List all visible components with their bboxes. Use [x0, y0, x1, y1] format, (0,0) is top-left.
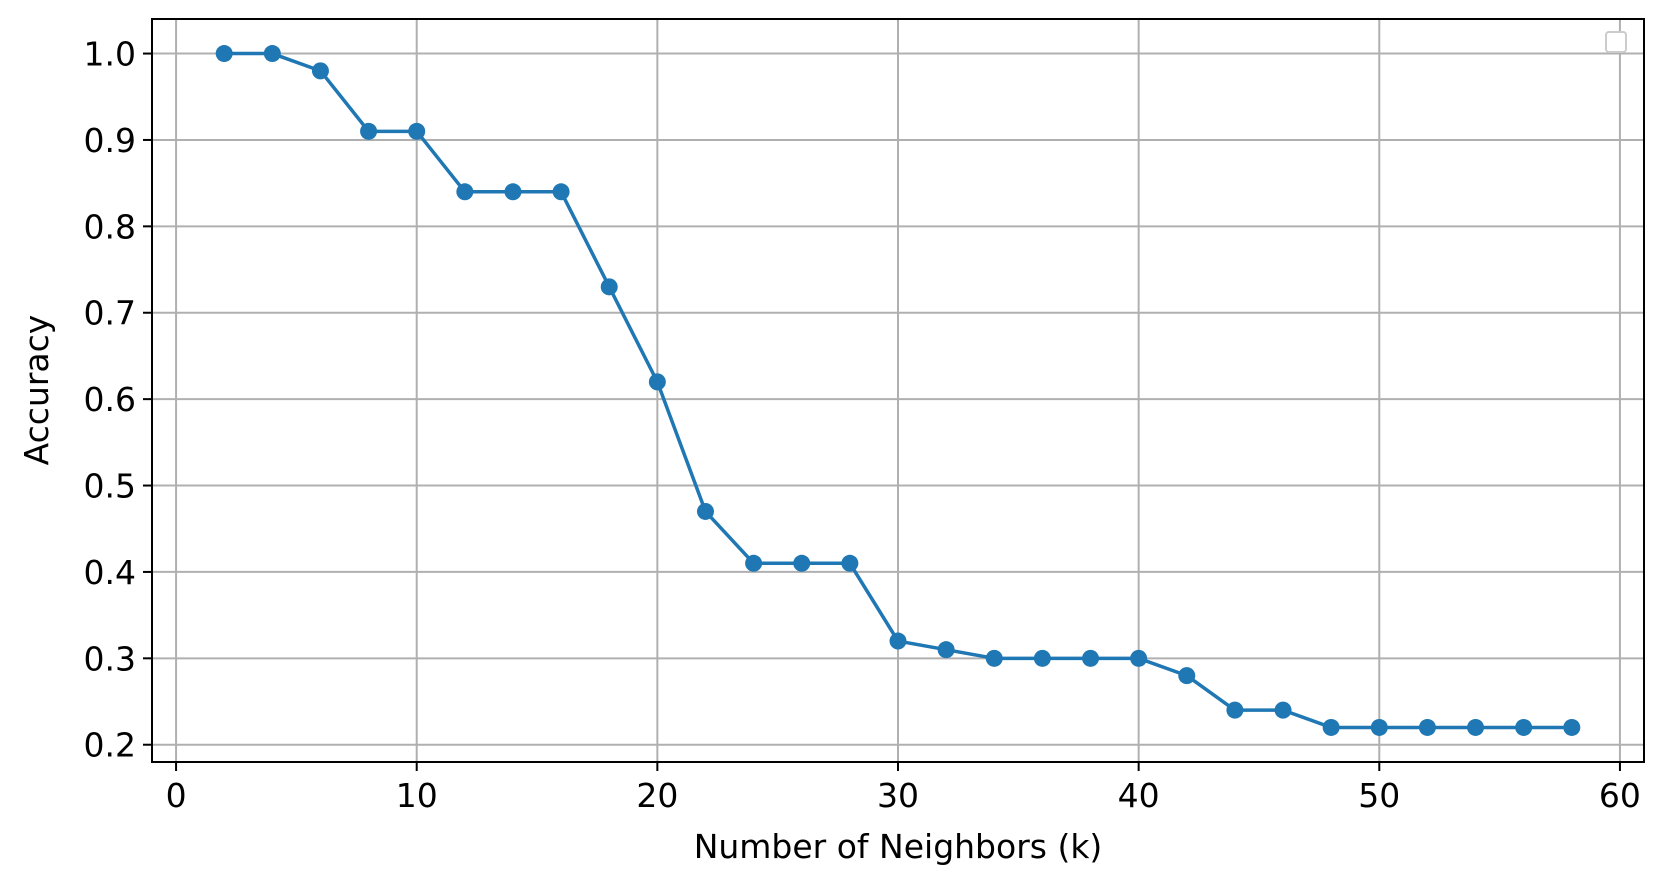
- y-tick-label: 0.7: [84, 294, 136, 333]
- data-point: [1130, 649, 1148, 667]
- y-tick-label: 0.9: [84, 121, 136, 160]
- data-point: [841, 554, 859, 572]
- data-point: [1322, 718, 1340, 736]
- data-point: [1033, 649, 1051, 667]
- data-point: [1515, 718, 1533, 736]
- data-point: [1274, 701, 1292, 719]
- legend-box: [1605, 31, 1627, 53]
- ticks: [143, 52, 1621, 771]
- data-point: [985, 649, 1003, 667]
- x-tick-label: 10: [396, 776, 438, 815]
- x-tick-label: 50: [1358, 776, 1400, 815]
- y-tick-label: 0.8: [84, 207, 136, 246]
- plot-frame: [151, 18, 1645, 763]
- x-tick-label: 20: [636, 776, 678, 815]
- data-point: [263, 45, 281, 63]
- x-axis-title: Number of Neighbors (k): [694, 827, 1103, 866]
- data-point: [1082, 649, 1100, 667]
- data-point: [937, 641, 955, 659]
- y-tick-label: 0.6: [84, 380, 136, 419]
- y-tick-label: 0.3: [84, 639, 136, 678]
- data-point: [889, 632, 907, 650]
- y-tick-label: 0.2: [84, 726, 136, 765]
- data-point: [1178, 667, 1196, 685]
- x-tick-labels: 0 10 20 30 40 50 60: [166, 776, 1641, 815]
- data-point: [408, 122, 426, 140]
- y-tick-label: 0.5: [84, 467, 136, 506]
- data-point: [745, 554, 763, 572]
- y-axis-title: Accuracy: [17, 315, 56, 466]
- x-tick-label: 60: [1599, 776, 1641, 815]
- data-point: [504, 183, 522, 201]
- x-tick-label: 40: [1118, 776, 1160, 815]
- data-point: [1226, 701, 1244, 719]
- data-point: [600, 278, 618, 296]
- y-tick-labels: 0.2 0.3 0.4 0.5 0.6 0.7 0.8 0.9 1.0: [84, 35, 136, 765]
- data-point: [215, 45, 233, 63]
- y-tick-label: 0.4: [84, 553, 136, 592]
- data-point: [360, 122, 378, 140]
- grid: [152, 19, 1644, 762]
- series: [215, 45, 1581, 736]
- data-point: [552, 183, 570, 201]
- data-point: [311, 62, 329, 80]
- y-tick-label: 1.0: [84, 35, 136, 74]
- data-point: [1563, 718, 1581, 736]
- data-point: [1370, 718, 1388, 736]
- data-point: [648, 373, 666, 391]
- x-tick-label: 0: [166, 776, 187, 815]
- data-point: [456, 183, 474, 201]
- data-point: [793, 554, 811, 572]
- data-point: [696, 502, 714, 520]
- x-tick-label: 30: [877, 776, 919, 815]
- data-point: [1418, 718, 1436, 736]
- data-point: [1467, 718, 1485, 736]
